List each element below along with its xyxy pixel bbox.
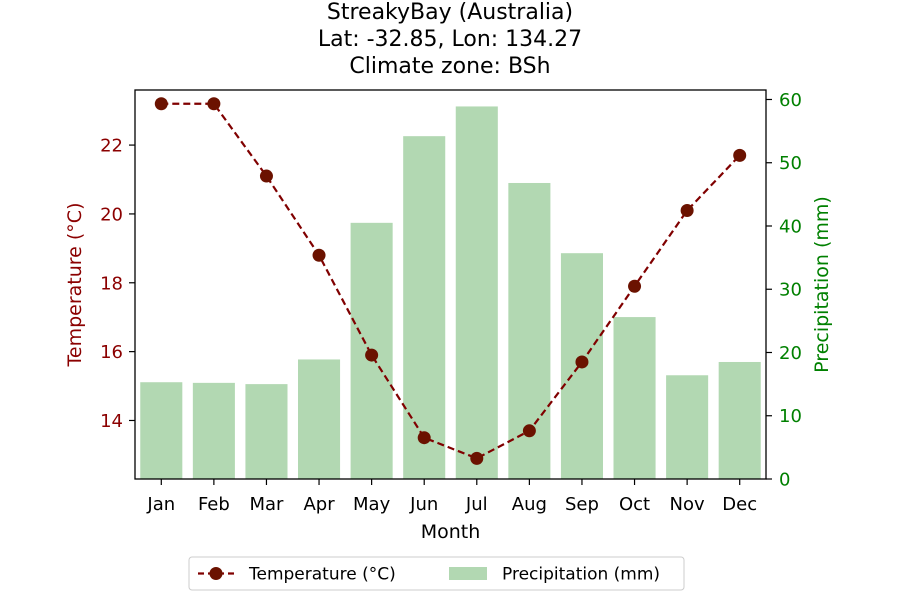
right-y-tick-label: 20 (779, 343, 802, 364)
x-tick-label: Apr (303, 494, 335, 515)
precipitation-bar (192, 382, 235, 479)
precipitation-bar (140, 382, 183, 479)
temperature-point (470, 451, 484, 465)
legend-precipitation-swatch (449, 567, 487, 580)
temperature-point (312, 248, 326, 262)
right-y-tick-label: 0 (779, 470, 790, 491)
right-y-tick-label: 60 (779, 90, 802, 111)
left-y-axis-label: Temperature (°C) (64, 203, 86, 368)
x-tick-label: Jun (409, 494, 438, 515)
left-y-tick-label: 20 (100, 204, 123, 225)
x-tick-label: Sep (565, 494, 599, 515)
temperature-point (207, 97, 221, 111)
right-y-tick-label: 50 (779, 153, 802, 174)
x-tick-label: Nov (670, 494, 705, 515)
legend-precipitation-label: Precipitation (mm) (502, 565, 660, 585)
right-y-tick-label: 10 (779, 406, 802, 427)
precipitation-bars (140, 106, 761, 480)
right-y-axis: 0 10 20 30 40 50 60 (766, 90, 802, 491)
temperature-point (733, 148, 747, 162)
temperature-series-line (161, 102, 741, 460)
left-y-tick-label: 16 (100, 342, 123, 363)
precipitation-bar (403, 136, 446, 479)
x-tick-label: Jan (146, 494, 175, 515)
x-tick-label: Dec (722, 494, 757, 515)
x-tick-label: Mar (249, 494, 284, 515)
x-axis: Jan Feb Mar Apr May Jun Jul Aug Sep Oct Nov Dec (146, 479, 757, 515)
temperature-point (417, 431, 431, 445)
legend-temperature-label: Temperature (°C) (248, 565, 396, 585)
precipitation-bar (298, 359, 341, 479)
temperature-point (575, 355, 589, 369)
left-y-tick-label: 14 (100, 411, 123, 432)
temperature-point (680, 203, 694, 217)
legend: Temperature (°C) Precipitation (mm) (188, 556, 685, 591)
left-y-tick-label: 22 (100, 136, 123, 157)
x-tick-label: Feb (198, 494, 230, 515)
temperature-point (522, 424, 536, 438)
x-tick-label: Jul (465, 494, 488, 515)
left-y-axis: 14 16 18 20 22 (100, 136, 135, 432)
x-tick-label: Oct (619, 494, 650, 515)
temperature-point (259, 169, 273, 183)
precipitation-bar (245, 384, 288, 479)
left-y-tick-label: 18 (100, 273, 123, 294)
precipitation-bar (455, 106, 498, 479)
temperature-line (154, 97, 747, 465)
x-tick-label: May (353, 494, 391, 515)
chart-title-line-1: StreakyBay (Australia) (326, 0, 574, 25)
chart-title-line-2: Lat: -32.85, Lon: 134.27 (317, 27, 583, 52)
right-y-tick-label: 30 (779, 280, 802, 301)
legend-temperature-marker (209, 567, 223, 580)
x-axis-label: Month (421, 521, 481, 543)
right-y-tick-label: 40 (779, 216, 802, 237)
temperature-point (365, 348, 379, 362)
legend-box (188, 556, 685, 591)
precipitation-bar (666, 375, 709, 479)
x-tick-label: Aug (512, 494, 547, 515)
precipitation-bar (613, 317, 656, 479)
temperature-point (154, 97, 168, 111)
chart-title-line-3: Climate zone: BSh (349, 54, 551, 79)
temperature-point (628, 279, 642, 293)
precipitation-bar (718, 361, 761, 479)
right-y-axis-label: Precipitation (mm) (811, 196, 833, 373)
plot-frame (134, 89, 767, 480)
